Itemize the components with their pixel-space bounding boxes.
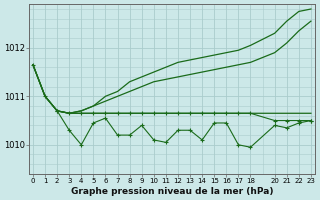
- X-axis label: Graphe pression niveau de la mer (hPa): Graphe pression niveau de la mer (hPa): [71, 187, 273, 196]
